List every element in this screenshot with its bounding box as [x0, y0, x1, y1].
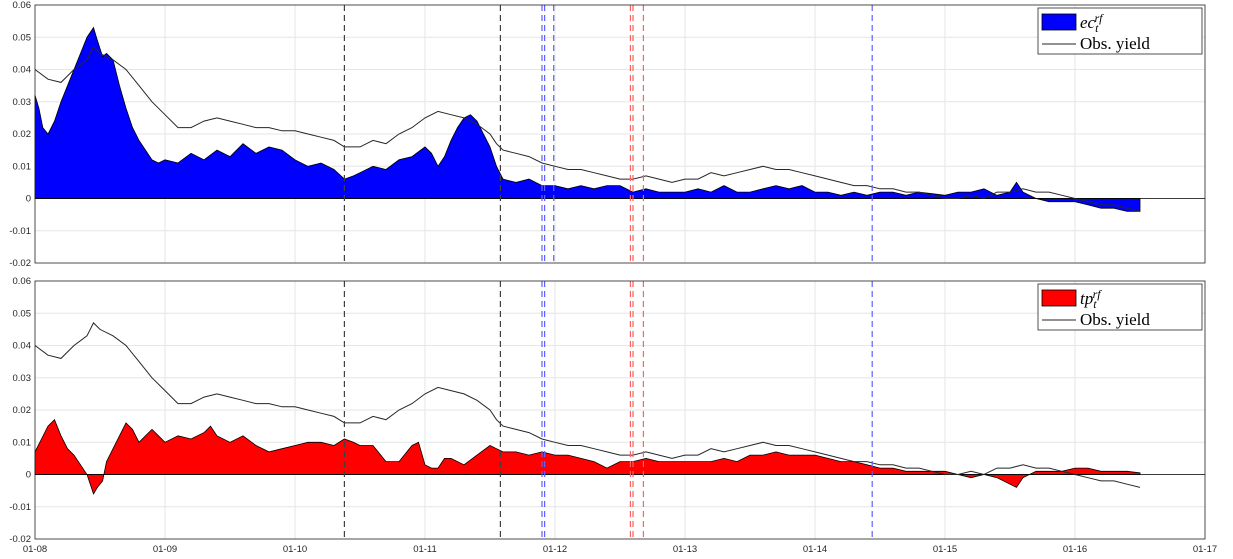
bottom-y-tick-label: 0.03: [13, 373, 32, 384]
top-legend-label-superscript: rf: [1094, 11, 1104, 25]
top-y-tick-label: 0.06: [13, 0, 32, 11]
bottom-area-series: [34, 418, 1141, 495]
top-axes-box: [34, 4, 1206, 264]
bottom-legend-label-superscript: rf: [1093, 287, 1103, 301]
x-tick-label: 01-16: [1063, 544, 1087, 555]
top-y-tick-label: 0.05: [13, 32, 32, 43]
bottom-y-tick-label: -0.01: [9, 502, 31, 513]
top-obs-yield-line: [34, 46, 1141, 212]
top-y-tick-label: -0.01: [9, 226, 31, 237]
x-tick-label: 01-13: [673, 544, 697, 555]
top-legend-swatch: [1041, 13, 1077, 31]
bottom-legend-label-subscript: t: [1093, 297, 1097, 311]
x-tick-label: 01-11: [413, 544, 437, 555]
bottom-obs-yield-line: [34, 322, 1141, 488]
bottom-y-tick-label: 0.02: [13, 405, 32, 416]
bottom-y-tick-label: 0.04: [13, 341, 32, 352]
bottom-y-tick-label: 0.06: [13, 276, 32, 287]
x-tick-label: 01-09: [153, 544, 177, 555]
top-legend-label-obs-yield: Obs. yield: [1080, 34, 1150, 53]
bottom-y-tick-label: -0.02: [9, 534, 31, 545]
top-legend-label-area: ectrf: [1080, 11, 1104, 35]
bottom-legend-label-area: tptrf: [1080, 287, 1102, 311]
top-y-tick-label: 0.01: [13, 161, 32, 172]
x-tick-label: 01-10: [283, 544, 307, 555]
x-tick-label: 01-14: [803, 544, 827, 555]
x-tick-label: 01-15: [933, 544, 957, 555]
bottom-y-tick-label: 0: [26, 470, 31, 481]
x-tick-label: 01-12: [543, 544, 567, 555]
top-panel: -0.02 -0.01 0 0.01 0.02 0.03 0.04 0.05 0.06 ectrf…: [9, 0, 1206, 269]
bottom-y-tick-label: 0.05: [13, 308, 32, 319]
top-legend-label-subscript: t: [1095, 21, 1099, 35]
bottom-legend-label-base: tp: [1080, 289, 1093, 308]
top-y-tick-label: -0.02: [9, 258, 31, 269]
bottom-panel: -0.02 -0.01 0 0.01 0.02 0.03 0.04 0.05 0.06 01-08…: [9, 276, 1217, 555]
x-tick-label: 01-08: [23, 544, 47, 555]
top-y-tick-label: 0.03: [13, 97, 32, 108]
x-tick-label: 01-17: [1193, 544, 1217, 555]
bottom-y-tick-label: 0.01: [13, 437, 32, 448]
top-area-series: [34, 26, 1141, 212]
top-y-tick-label: 0.02: [13, 129, 32, 140]
bottom-axes-box: [34, 280, 1206, 540]
bottom-legend-swatch: [1041, 289, 1077, 307]
bottom-legend-label-obs-yield: Obs. yield: [1080, 310, 1150, 329]
top-y-tick-label: 0: [26, 194, 31, 205]
top-legend-label-base: ec: [1080, 13, 1096, 32]
top-y-tick-label: 0.04: [13, 65, 32, 76]
